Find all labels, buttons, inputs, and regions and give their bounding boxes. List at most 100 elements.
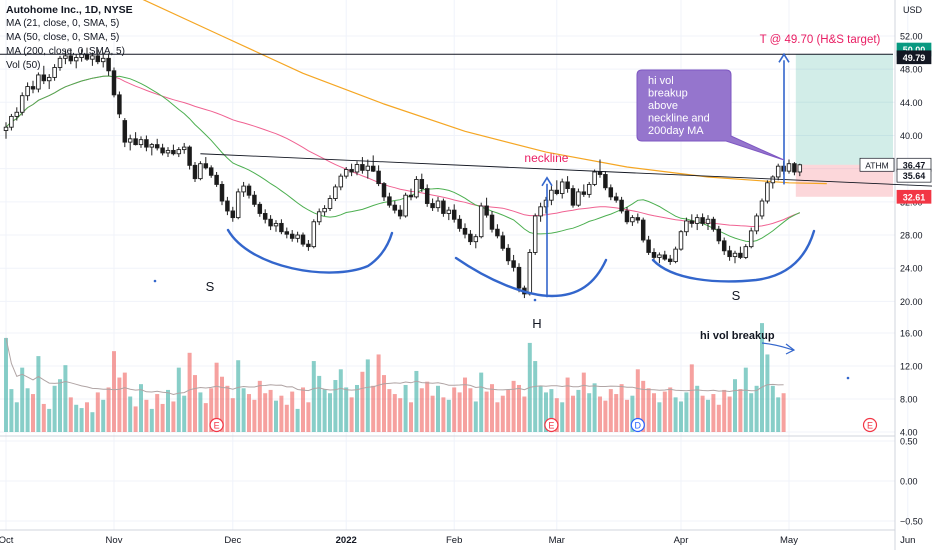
callout-line: neckline and [648, 113, 710, 125]
candle-body [667, 258, 673, 263]
volume-bar [592, 383, 597, 432]
volume-bar [311, 361, 316, 432]
volume-bar [554, 398, 559, 432]
candle-body [732, 252, 738, 258]
time-axis[interactable]: Oct Nov Dec 2022 Feb Mar Apr May Jun [0, 535, 915, 546]
volume-bar [581, 372, 586, 432]
volume-bar [268, 389, 273, 432]
candle-body [619, 199, 624, 212]
volume-note-label: hi vol breakup [700, 330, 775, 342]
candle-body [41, 74, 47, 82]
volume-bar [587, 393, 592, 432]
candle-body [500, 235, 506, 249]
risk-reward-box[interactable] [795, 54, 893, 197]
price-tick-label: 44.00 [900, 98, 923, 108]
volume-bar [641, 380, 646, 432]
volume-bar [128, 396, 133, 432]
price-label-box [896, 168, 932, 183]
candle-body [765, 182, 770, 202]
candle-body [441, 200, 446, 214]
candle-body [360, 164, 365, 171]
volume-bar [47, 408, 52, 432]
candle-body [311, 221, 317, 248]
volume-bar [738, 389, 743, 432]
volume-bar [274, 400, 278, 432]
price-tick-label: 48.00 [900, 65, 923, 75]
candle-body [403, 194, 408, 217]
volume-bar [355, 384, 359, 432]
volume-bar [171, 401, 176, 432]
volume-bar [182, 395, 187, 432]
volume-bar [603, 400, 608, 432]
time-tick-label: Apr [674, 535, 689, 546]
volume-bar [290, 391, 295, 432]
time-tick-label: Feb [446, 535, 462, 546]
price-axis[interactable]: USD20.0024.0028.0032.0036.0040.0044.0048… [859, 5, 932, 527]
volume-bar [220, 376, 224, 432]
volume-bar [328, 393, 332, 432]
left-shoulder-arc [226, 228, 394, 274]
price-tick-label: 52.00 [900, 31, 923, 41]
volume-bar [452, 387, 457, 432]
candle-body [257, 203, 263, 214]
candle-body [176, 149, 182, 155]
candle-body [295, 234, 300, 239]
candle-body [635, 217, 641, 221]
volume-bar [473, 401, 478, 432]
volume-bar [133, 406, 138, 432]
volume-bar [646, 388, 651, 432]
volume-bar [668, 387, 673, 432]
candle-body [673, 248, 678, 263]
volume-bar [144, 399, 149, 432]
ma21-line [5, 75, 801, 243]
volume-bar [630, 395, 635, 432]
callout-line: 200day MA [648, 125, 704, 137]
candle-body [748, 230, 754, 248]
candle-body [246, 185, 252, 196]
volume-bar [187, 352, 192, 432]
volume-bar [571, 395, 575, 432]
callout-line: breakup [648, 88, 688, 100]
candle-body [711, 218, 716, 230]
volume-bar [284, 404, 289, 432]
volume-bar [149, 408, 154, 432]
legend-ma50: MA (50, close, 0, SMA, 5) [6, 32, 120, 43]
candle-body [657, 254, 662, 258]
volume-bar [463, 377, 467, 432]
volume-bar [468, 388, 473, 432]
candle-body [95, 55, 101, 63]
volume-bar [306, 402, 311, 432]
volume-bar [241, 388, 246, 432]
volume-bar [376, 354, 381, 432]
candle-body [230, 210, 236, 219]
candle-body [581, 191, 587, 195]
candle-body [252, 194, 257, 205]
candle-body [743, 246, 749, 258]
price-label-box [896, 50, 932, 65]
volume-ma-line [5, 337, 784, 396]
candle-body [214, 174, 219, 185]
candle-body [122, 120, 128, 143]
volume-bar [414, 370, 419, 432]
ma200-line [142, 0, 827, 185]
volume-bar [662, 391, 667, 432]
candle-body [775, 165, 781, 178]
candle-body [338, 175, 344, 188]
candle-body [327, 198, 333, 209]
candle-body [468, 233, 473, 243]
volume-bar [625, 399, 629, 432]
volume-bar [176, 367, 181, 432]
volume-bar [279, 395, 284, 432]
volume-bar [322, 389, 327, 432]
earnings-marker [544, 417, 559, 433]
candle-body [727, 250, 732, 258]
volume-bar [382, 375, 386, 432]
legend-ma21: MA (21, close, 0, SMA, 5) [6, 18, 120, 29]
candle-body [511, 260, 516, 268]
candle-body [538, 206, 543, 217]
right-shoulder-label: S [732, 288, 741, 303]
candle-body [689, 220, 695, 224]
volume-bar [14, 402, 19, 432]
